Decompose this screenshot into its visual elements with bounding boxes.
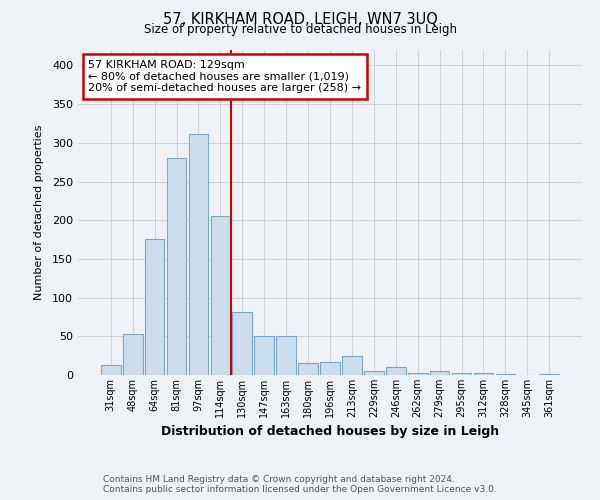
Bar	[342, 356, 362, 375]
Text: Contains HM Land Registry data © Crown copyright and database right 2024.
Contai: Contains HM Land Registry data © Crown c…	[103, 474, 497, 494]
Bar	[145, 239, 164, 375]
Bar	[452, 374, 472, 375]
Bar	[408, 372, 428, 375]
Bar	[364, 371, 384, 375]
Bar	[430, 371, 449, 375]
Bar	[232, 312, 252, 375]
Bar	[211, 216, 230, 375]
Bar	[473, 374, 493, 375]
Bar	[386, 368, 406, 375]
Bar	[101, 365, 121, 375]
Bar	[496, 374, 515, 375]
Bar	[539, 374, 559, 375]
Bar	[298, 364, 318, 375]
Bar	[167, 158, 187, 375]
Text: 57, KIRKHAM ROAD, LEIGH, WN7 3UQ: 57, KIRKHAM ROAD, LEIGH, WN7 3UQ	[163, 12, 437, 28]
X-axis label: Distribution of detached houses by size in Leigh: Distribution of detached houses by size …	[161, 426, 499, 438]
Bar	[188, 134, 208, 375]
Text: Size of property relative to detached houses in Leigh: Size of property relative to detached ho…	[143, 22, 457, 36]
Y-axis label: Number of detached properties: Number of detached properties	[34, 125, 44, 300]
Bar	[123, 334, 143, 375]
Bar	[276, 336, 296, 375]
Bar	[254, 336, 274, 375]
Text: 57 KIRKHAM ROAD: 129sqm
← 80% of detached houses are smaller (1,019)
20% of semi: 57 KIRKHAM ROAD: 129sqm ← 80% of detache…	[88, 60, 361, 93]
Bar	[320, 362, 340, 375]
